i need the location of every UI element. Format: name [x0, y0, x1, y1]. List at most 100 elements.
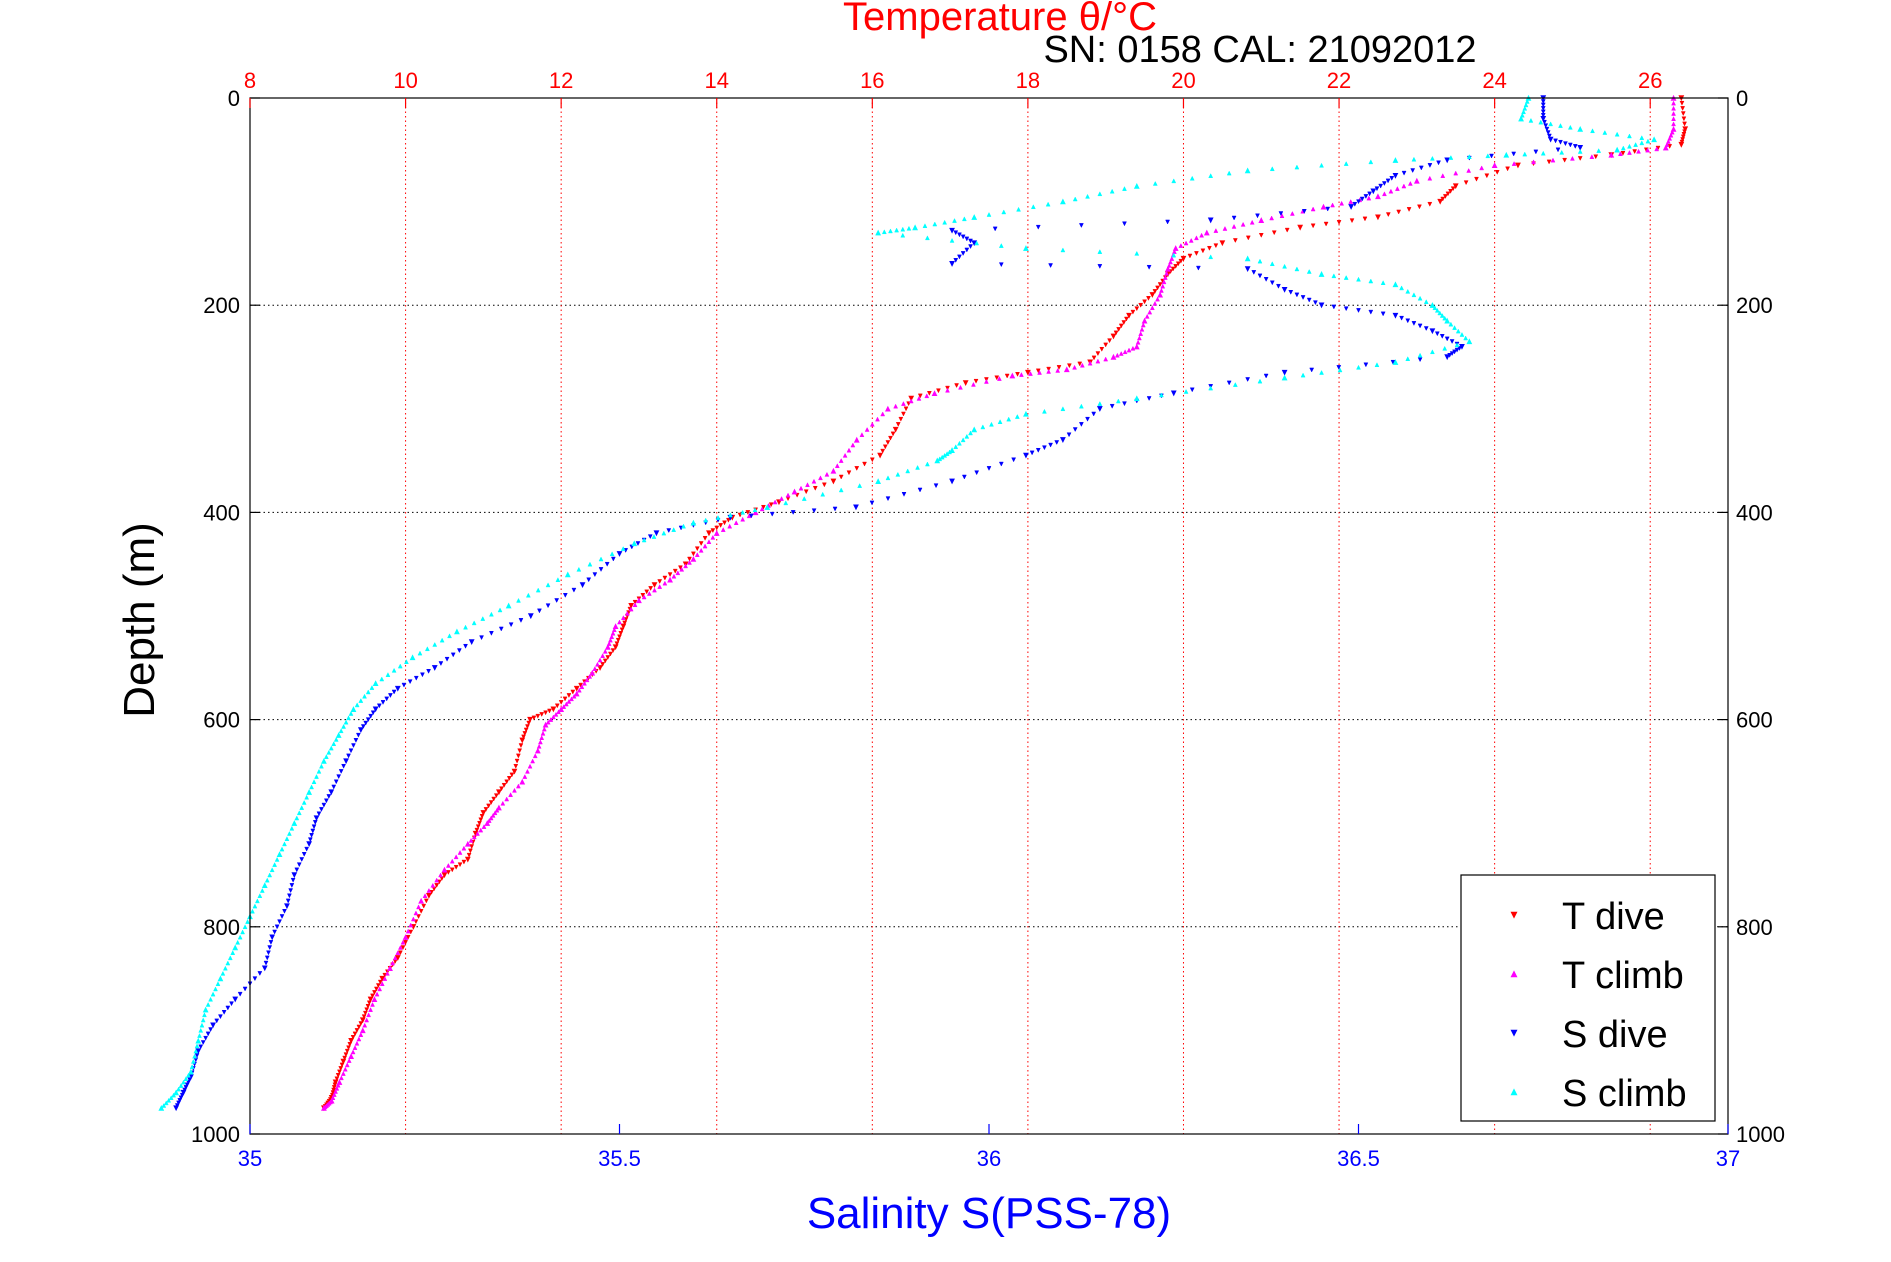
- data-point-fill: [1030, 204, 1036, 210]
- data-point-fill: [1401, 170, 1407, 176]
- data-point-fill: [346, 753, 351, 759]
- data-point: [1651, 136, 1657, 143]
- data-point: [464, 840, 471, 847]
- data-point: [511, 768, 518, 775]
- data-point-fill: [587, 561, 593, 567]
- y-tick-label-left: 600: [203, 708, 240, 733]
- data-point-fill: [1645, 147, 1651, 153]
- data-point-fill: [888, 435, 893, 441]
- data-point-fill: [368, 713, 374, 719]
- data-point-fill: [486, 803, 491, 809]
- data-point-fill: [1213, 228, 1219, 233]
- data-point-fill: [1407, 180, 1413, 186]
- data-point: [340, 1058, 347, 1065]
- data-point-fill: [1078, 422, 1084, 427]
- data-point-fill: [257, 971, 263, 976]
- data-point-fill: [368, 1007, 373, 1012]
- data-point-fill: [945, 387, 950, 393]
- data-point-fill: [1138, 331, 1144, 336]
- data-point-fill: [687, 556, 692, 562]
- data-point-fill: [885, 496, 891, 502]
- data-point-fill: [783, 500, 789, 506]
- data-point: [371, 996, 378, 1003]
- data-point-fill: [554, 598, 560, 604]
- data-point: [884, 405, 891, 412]
- data-point-fill: [1195, 265, 1201, 271]
- data-point: [776, 499, 782, 506]
- data-point-fill: [1590, 128, 1595, 134]
- data-point: [1096, 406, 1103, 412]
- data-point-fill: [592, 666, 598, 671]
- data-point: [1392, 173, 1399, 179]
- data-point-fill: [504, 796, 510, 802]
- data-point-fill: [1149, 305, 1155, 311]
- data-point-fill: [644, 589, 650, 595]
- data-point-fill: [218, 1014, 223, 1020]
- data-point-fill: [812, 485, 818, 491]
- data-point-fill: [710, 534, 716, 540]
- data-point-fill: [358, 698, 364, 703]
- data-point-fill: [522, 774, 528, 779]
- data-point: [1452, 183, 1459, 190]
- data-point-fill: [478, 817, 484, 823]
- data-point-fill: [166, 1097, 172, 1103]
- data-point-fill: [1085, 193, 1090, 199]
- data-point-fill: [422, 893, 428, 898]
- data-point: [519, 778, 526, 785]
- data-point: [454, 628, 460, 635]
- data-point-fill: [1284, 227, 1290, 233]
- data-point: [1023, 452, 1029, 459]
- temperature-tick-label: 8: [244, 68, 256, 93]
- data-point: [496, 789, 502, 796]
- data-point-fill: [1048, 442, 1053, 448]
- data-point-fill: [348, 748, 354, 754]
- data-point-fill: [1445, 191, 1451, 197]
- data-point-fill: [287, 831, 292, 836]
- data-point-fill: [1122, 221, 1127, 227]
- data-point-fill: [1336, 365, 1342, 370]
- data-point-fill: [953, 258, 959, 263]
- data-point-fill: [1028, 371, 1033, 376]
- y-tick-label-right: 0: [1736, 86, 1748, 111]
- data-point-fill: [1671, 121, 1676, 127]
- data-point-fill: [554, 703, 560, 709]
- data-point-fill: [343, 1052, 349, 1058]
- data-point-fill: [391, 667, 397, 673]
- data-point-fill: [426, 887, 432, 893]
- legend: T dive T climb S dive S climb: [1460, 874, 1716, 1122]
- data-point-fill: [1337, 367, 1343, 373]
- data-point-fill: [290, 877, 296, 883]
- data-point-fill: [675, 570, 681, 576]
- data-point-fill: [562, 696, 568, 702]
- data-point-fill: [279, 914, 285, 919]
- salinity-tick-label: 35.5: [598, 1146, 641, 1171]
- data-point-fill: [818, 475, 823, 481]
- data-point-fill: [900, 232, 906, 238]
- data-point: [1547, 136, 1554, 143]
- data-point-fill: [403, 940, 408, 945]
- data-point-fill: [400, 939, 406, 945]
- data-point: [1170, 390, 1177, 397]
- data-point-fill: [635, 541, 641, 547]
- data-point-fill: [1097, 249, 1103, 254]
- data-point-fill: [1173, 264, 1179, 269]
- data-point-fill: [397, 663, 403, 669]
- data-point: [359, 1027, 366, 1034]
- data-point: [335, 732, 342, 738]
- data-point-fill: [1567, 142, 1573, 148]
- data-point-fill: [937, 456, 943, 462]
- data-point-fill: [1449, 339, 1455, 345]
- data-point-fill: [492, 810, 498, 816]
- data-point-fill: [444, 656, 450, 662]
- data-point-fill: [579, 684, 585, 690]
- data-point-fill: [344, 1062, 350, 1068]
- data-point: [441, 872, 448, 879]
- data-point-fill: [1097, 264, 1103, 269]
- data-point-fill: [512, 787, 517, 793]
- data-point-fill: [1257, 378, 1263, 384]
- data-point: [542, 721, 549, 728]
- data-point: [1180, 255, 1187, 262]
- data-point-fill: [475, 824, 481, 830]
- data-point: [431, 665, 438, 671]
- data-point-fill: [319, 807, 324, 812]
